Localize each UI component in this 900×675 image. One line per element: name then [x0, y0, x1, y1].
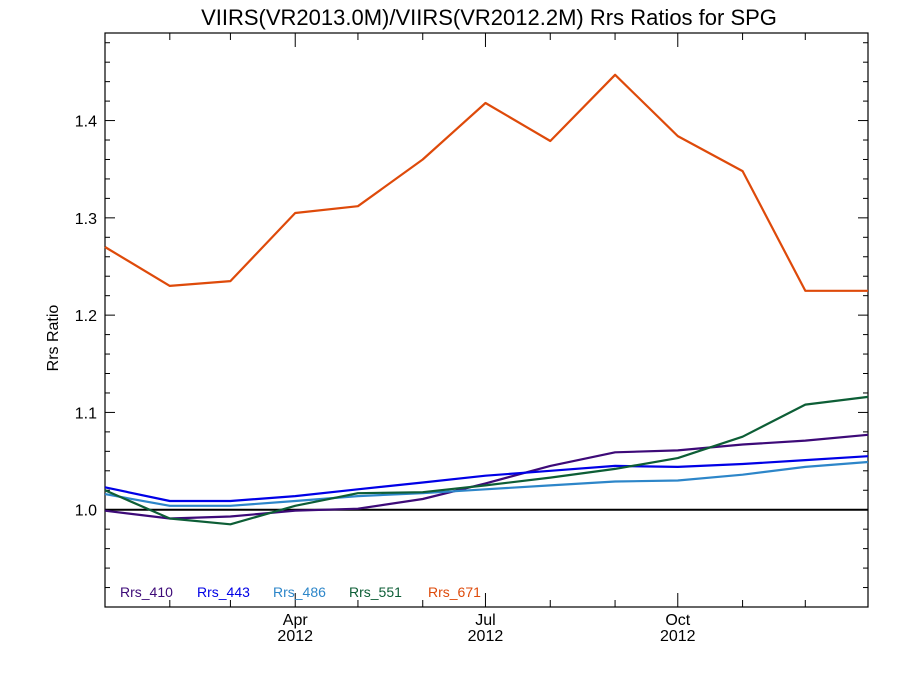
y-axis-label: Rrs Ratio: [45, 305, 62, 372]
legend-item-rrs-551: Rrs_551: [349, 584, 402, 600]
x-tick-sublabel: 2012: [277, 628, 313, 645]
y-tick-label: 1.4: [75, 114, 97, 131]
series-line-rrs-551: [104, 395, 869, 526]
x-tick-label: Oct: [665, 612, 690, 629]
x-tick-label: Jul: [475, 612, 495, 629]
y-tick-label: 1.3: [75, 211, 97, 228]
series-layer: [104, 73, 869, 526]
legend-item-rrs-486: Rrs_486: [273, 584, 326, 600]
legend-item-rrs-671: Rrs_671: [428, 584, 481, 600]
series-line-rrs-410: [104, 433, 869, 520]
y-tick-label: 1.0: [75, 503, 97, 520]
x-tick-sublabel: 2012: [468, 628, 504, 645]
series-line-rrs-486: [104, 460, 869, 507]
y-tick-label: 1.1: [75, 405, 97, 422]
legend-item-rrs-443: Rrs_443: [197, 584, 250, 600]
series-line-rrs-443: [104, 455, 869, 503]
x-tick-sublabel: 2012: [660, 628, 696, 645]
legend-item-rrs-410: Rrs_410: [120, 584, 173, 600]
y-tick-label: 1.2: [75, 308, 97, 325]
chart-title: VIIRS(VR2013.0M)/VIIRS(VR2012.2M) Rrs Ra…: [201, 5, 777, 30]
x-tick-label: Apr: [283, 612, 309, 629]
plot-frame: [104, 32, 869, 608]
series-line-rrs-671: [104, 73, 868, 292]
legend: Rrs_410 Rrs_443 Rrs_486 Rrs_551 Rrs_671: [120, 584, 481, 600]
